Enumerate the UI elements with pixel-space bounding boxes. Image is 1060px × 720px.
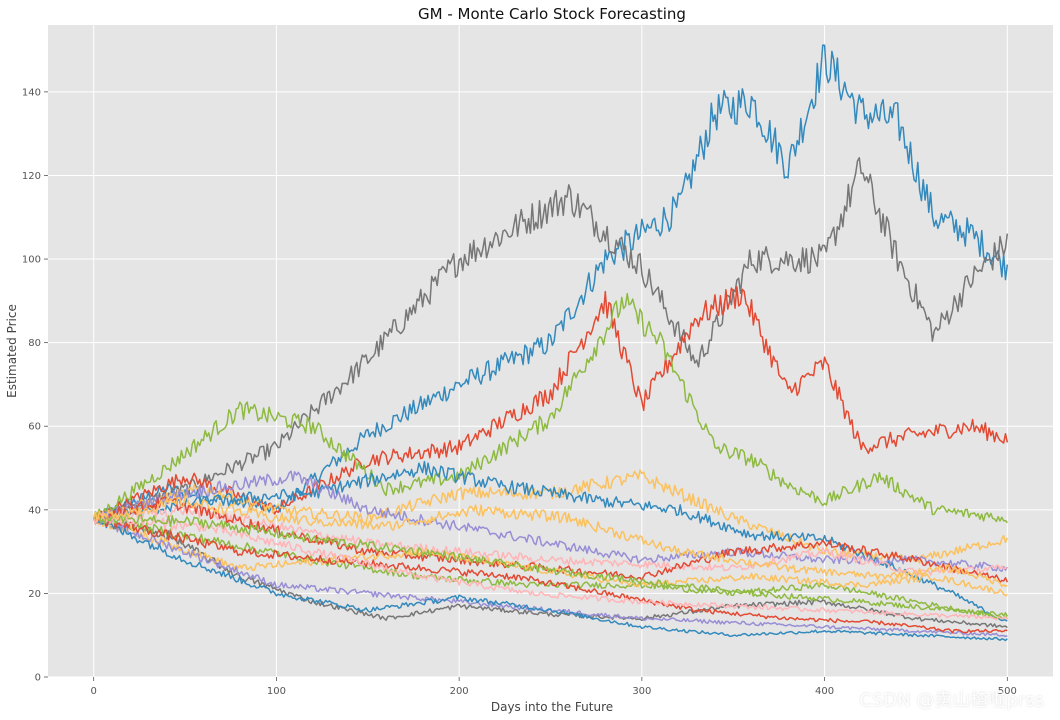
- y-tick-label: 20: [28, 589, 41, 600]
- series-lines: [92, 44, 1009, 642]
- series-line-sim-14: [92, 517, 1008, 642]
- y-tick-label: 40: [28, 505, 41, 516]
- series-line-sim-17: [93, 512, 1008, 617]
- series-line-sim-7: [93, 470, 1008, 573]
- y-tick-label: 140: [22, 87, 41, 98]
- x-tick-label: 400: [815, 686, 834, 697]
- y-tick-label: 120: [22, 171, 41, 182]
- y-tick-label: 0: [35, 673, 41, 684]
- y-tick-label: 100: [22, 255, 41, 266]
- series-line-sim-8: [93, 505, 1008, 577]
- y-tick-label: 80: [28, 338, 41, 349]
- x-tick-label: 0: [90, 686, 96, 697]
- y-axis-label: Estimated Price: [5, 304, 19, 398]
- x-tick-label: 300: [632, 686, 651, 697]
- y-tick-label: 60: [28, 422, 41, 433]
- series-line-sim-18: [92, 495, 1008, 588]
- watermark: CSDN @卖山楂啦prss: [859, 690, 1044, 711]
- series-line-sim-4: [92, 292, 1008, 524]
- ticks: 0 100 200 300 400 500 0 20 40 60 80 100 120 140: [22, 87, 1017, 697]
- x-tick-label: 500: [998, 686, 1017, 697]
- series-line-sim-2: [93, 157, 1009, 522]
- series-line-sim-16: [92, 513, 1008, 621]
- series-line-sim-11: [93, 514, 1008, 620]
- series-line-sim-10: [93, 514, 1008, 629]
- x-tick-label: 100: [267, 686, 286, 697]
- series-line-sim-12: [93, 517, 1008, 597]
- series-line-sim-1: [93, 44, 1009, 521]
- plot-background: [48, 25, 1053, 677]
- x-axis-label: Days into the Future: [491, 700, 613, 714]
- series-line-sim-15: [92, 514, 1008, 634]
- x-tick-label: 200: [450, 686, 469, 697]
- chart-title: GM - Monte Carlo Stock Forecasting: [418, 5, 686, 23]
